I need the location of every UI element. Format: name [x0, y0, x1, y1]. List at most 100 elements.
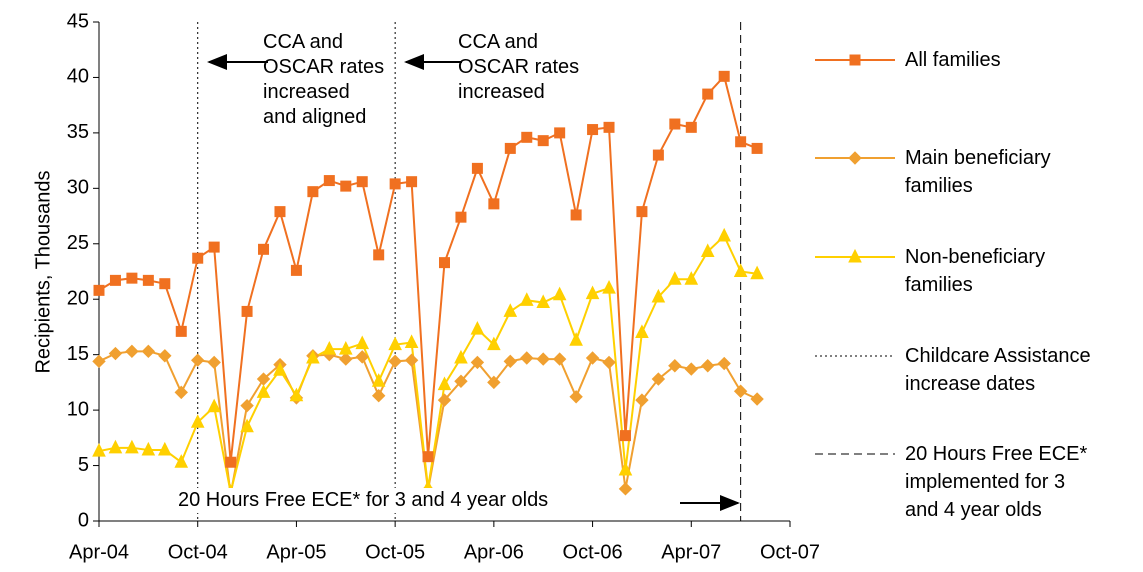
marker	[406, 176, 418, 188]
y-tick-label: 25	[67, 232, 89, 254]
x-tick-label: Oct-07	[760, 541, 820, 563]
y-tick-label: 10	[67, 398, 89, 420]
marker	[636, 206, 648, 218]
marker	[554, 127, 566, 139]
marker	[355, 335, 370, 350]
marker	[191, 353, 205, 367]
marker	[701, 359, 715, 373]
x-tick-label: Oct-06	[563, 541, 623, 563]
marker	[371, 373, 386, 387]
marker	[521, 131, 533, 143]
marker	[488, 198, 500, 210]
marker	[159, 278, 171, 290]
marker	[668, 359, 682, 373]
marker	[684, 271, 699, 285]
marker	[455, 211, 467, 223]
x-tick-label: Oct-04	[168, 541, 228, 563]
marker	[536, 352, 550, 366]
marker	[733, 384, 748, 398]
marker	[848, 151, 862, 165]
marker	[92, 443, 106, 457]
marker	[685, 121, 697, 133]
y-axis-label: Recipients, Thousands	[32, 170, 54, 373]
marker	[174, 385, 188, 400]
marker	[552, 286, 567, 301]
marker	[570, 209, 582, 221]
marker	[619, 430, 631, 442]
marker	[340, 180, 352, 192]
y-tick-label: 45	[67, 10, 89, 32]
marker	[404, 334, 419, 348]
marker	[175, 325, 187, 337]
marker	[849, 54, 861, 66]
marker	[225, 456, 237, 468]
marker	[92, 354, 106, 369]
marker	[603, 121, 615, 133]
marker	[684, 362, 698, 376]
marker	[339, 352, 353, 366]
marker	[422, 451, 434, 463]
marker	[537, 135, 549, 147]
marker	[290, 264, 302, 276]
marker	[602, 355, 616, 370]
marker	[700, 243, 715, 258]
annotation: CCA and OSCAR rates increased and aligne…	[263, 31, 385, 128]
marker	[256, 384, 271, 398]
marker	[718, 70, 730, 82]
marker	[585, 285, 600, 300]
marker	[618, 461, 633, 476]
marker	[635, 393, 649, 407]
marker	[289, 387, 304, 402]
marker	[668, 271, 682, 285]
marker	[273, 362, 287, 376]
marker	[274, 206, 286, 218]
marker	[503, 354, 518, 369]
y-tick-label: 40	[67, 66, 89, 88]
marker	[470, 321, 485, 335]
y-tick-label: 30	[67, 177, 89, 199]
marker	[240, 398, 254, 413]
marker	[652, 149, 664, 161]
marker	[669, 118, 681, 130]
marker	[536, 294, 551, 309]
marker	[388, 354, 402, 369]
legend-label: Main beneficiary families	[905, 147, 1051, 197]
x-tick-label: Apr-04	[69, 541, 129, 563]
y-tick-label: 20	[67, 288, 89, 310]
marker	[717, 356, 731, 371]
marker	[338, 341, 353, 355]
marker	[602, 280, 616, 294]
marker	[373, 249, 385, 261]
marker	[569, 390, 583, 404]
legend-label: Childcare Assistance increase dates	[905, 345, 1091, 395]
x-tick-label: Apr-07	[661, 541, 721, 563]
legend-label: Non-beneficiary families	[905, 246, 1046, 296]
marker	[717, 227, 731, 242]
marker	[241, 305, 253, 317]
y-tick-label: 0	[78, 509, 89, 531]
marker	[404, 353, 419, 367]
x-tick-label: Apr-05	[266, 541, 326, 563]
marker	[519, 292, 534, 306]
marker	[208, 241, 220, 253]
marker	[258, 243, 270, 255]
marker	[552, 352, 567, 366]
marker	[750, 392, 764, 406]
marker	[207, 398, 221, 413]
annotation: CCA and OSCAR rates increased	[458, 31, 580, 103]
marker	[356, 176, 368, 188]
marker	[355, 350, 369, 364]
x-tick-label: Apr-06	[464, 541, 524, 563]
marker	[109, 274, 121, 286]
marker	[520, 351, 534, 365]
marker	[240, 418, 254, 433]
marker	[437, 376, 452, 391]
marker	[470, 355, 485, 370]
x-tick-label: Oct-05	[365, 541, 425, 563]
marker	[322, 341, 337, 355]
marker	[142, 274, 154, 286]
marker	[323, 175, 335, 187]
marker	[503, 303, 518, 317]
marker	[750, 265, 764, 280]
